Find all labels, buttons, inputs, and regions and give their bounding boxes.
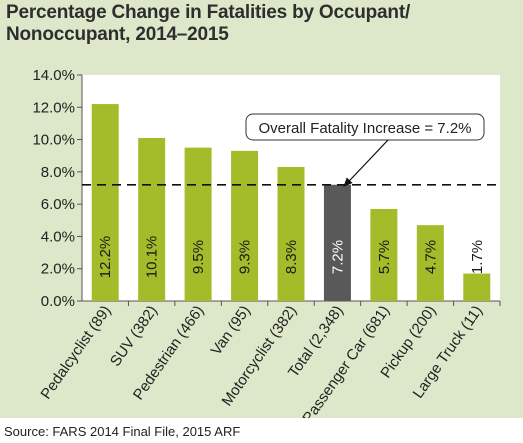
bar <box>138 137 166 301</box>
data-label: 10.1% <box>144 236 161 279</box>
x-tick-label: Pedalcyclist (89) <box>37 303 114 403</box>
x-tick-label: Passenger Car (681) <box>299 303 393 418</box>
data-label: 9.3% <box>237 240 254 274</box>
x-tick-label: Van (95) <box>208 303 254 359</box>
y-tick-label: 12.0% <box>32 99 75 116</box>
data-label: 5.7% <box>376 240 393 274</box>
annotation-arrow <box>348 139 389 183</box>
bar <box>91 104 119 301</box>
bar <box>277 167 305 301</box>
y-tick-label: 14.0% <box>32 67 75 84</box>
bar <box>184 147 212 301</box>
bar <box>463 273 491 301</box>
y-tick-label: 2.0% <box>41 261 75 278</box>
y-tick-label: 8.0% <box>41 164 75 181</box>
data-label: 12.2% <box>97 236 114 279</box>
data-label: 9.5% <box>190 240 207 274</box>
data-label: 4.7% <box>422 240 439 274</box>
data-label: 7.2% <box>329 240 346 274</box>
bar-chart: 0.0% 2.0% 4.0% 6.0% 8.0% 10.0% 12.0% 14.0% 12.2%… <box>32 67 501 418</box>
title-line-1: Percentage Change in Fatalities by Occup… <box>6 2 411 23</box>
title-line-2: Nonoccupant, 2014–2015 <box>6 24 229 45</box>
chart-title: Percentage Change in Fatalities by Occup… <box>6 2 516 46</box>
y-tick-label: 6.0% <box>41 196 75 213</box>
y-tick-label: 10.0% <box>32 132 75 149</box>
data-label: 1.7% <box>469 240 486 274</box>
bar <box>416 225 444 301</box>
y-tick-label: 4.0% <box>41 228 75 245</box>
bar <box>323 184 351 301</box>
y-tick-label: 0.0% <box>41 293 75 310</box>
annotation-arrowhead <box>343 177 353 187</box>
annotation-box <box>245 113 485 141</box>
data-label: 8.3% <box>283 240 300 274</box>
source-note: Source: FARS 2014 Final File, 2015 ARF <box>4 424 241 439</box>
annotation-text: Overall Fatality Increase = 7.2% <box>258 120 471 137</box>
bar <box>370 208 398 301</box>
bar <box>231 150 259 301</box>
